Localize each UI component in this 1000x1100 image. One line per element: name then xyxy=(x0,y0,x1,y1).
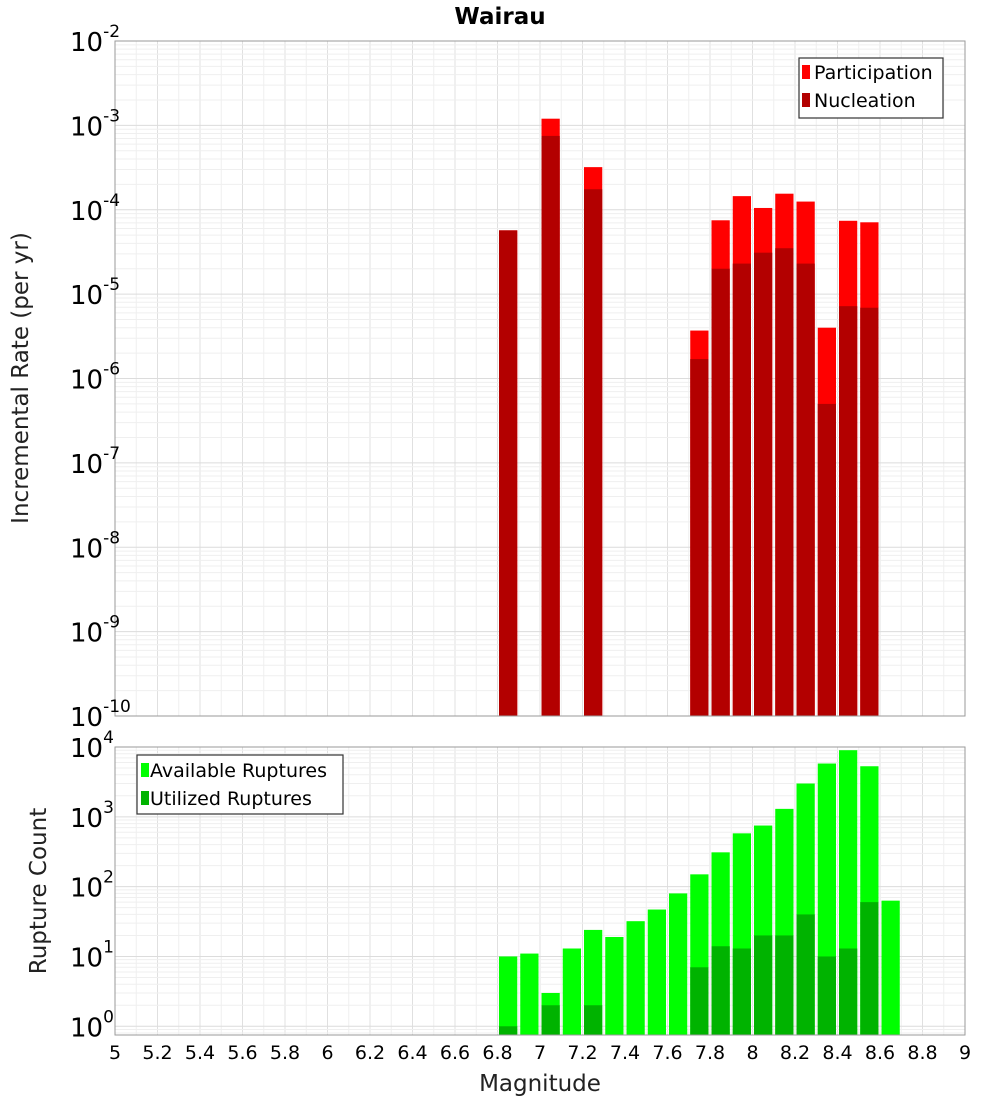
nucleation-legend-label: Nucleation xyxy=(814,90,916,112)
magnitude-tick-label: 7 xyxy=(534,1042,546,1064)
nucleation-bars xyxy=(499,135,879,717)
utilized-bars xyxy=(499,902,879,1035)
available-legend-label: Available Ruptures xyxy=(150,760,327,782)
nucleation-bar xyxy=(860,307,879,716)
available-ruptures-bar xyxy=(647,909,666,1035)
rate-y-ticks: 10-2 10-3 10-4 10-5 10-6 10-7 10-8 10-9 10-10 xyxy=(70,22,131,733)
magnitude-tick-label: 7.4 xyxy=(610,1042,640,1064)
rate-y-axis-title: Incremental Rate (per yr) xyxy=(8,232,34,524)
utilized-ruptures-bar xyxy=(541,1005,560,1035)
rate-y-tick-label: 10-8 xyxy=(70,528,120,564)
chart-title: Wairau xyxy=(454,4,545,30)
nucleation-bar xyxy=(499,230,518,716)
nucleation-bar xyxy=(775,248,794,717)
magnitude-tick-label: 5.8 xyxy=(270,1042,300,1064)
rate-plot-border xyxy=(114,40,966,717)
utilized-ruptures-bar xyxy=(499,1026,518,1035)
utilized-ruptures-bar xyxy=(817,956,836,1035)
utilized-ruptures-bar xyxy=(796,914,815,1035)
count-y-tick-label: 102 xyxy=(70,868,114,904)
magnitude-tick-label: 6.2 xyxy=(355,1042,385,1064)
utilized-ruptures-bar xyxy=(860,902,879,1035)
magnitude-tick-label: 8.4 xyxy=(822,1042,852,1064)
rate-y-tick-label: 10-3 xyxy=(70,106,120,142)
count-y-ticks: 104 103 102 101 100 xyxy=(70,728,114,1043)
rate-y-tick-label: 10-4 xyxy=(70,191,120,227)
available-legend-swatch xyxy=(141,763,149,777)
count-y-tick-label: 104 xyxy=(70,728,114,764)
count-legend: Available Ruptures Utilized Ruptures xyxy=(136,754,344,815)
nucleation-bar xyxy=(839,306,858,716)
magnitude-tick-label: 5 xyxy=(109,1042,121,1064)
count-y-tick-label: 101 xyxy=(70,937,114,973)
count-plot-border xyxy=(114,746,966,1036)
nucleation-bar xyxy=(817,403,836,716)
count-y-tick-label: 100 xyxy=(70,1007,114,1043)
magnitude-tick-label: 8.8 xyxy=(907,1042,937,1064)
magnitude-tick-label: 5.2 xyxy=(142,1042,172,1064)
magnitude-tick-label: 6.8 xyxy=(482,1042,512,1064)
utilized-ruptures-bar xyxy=(839,948,858,1035)
rate-y-tick-label: 10-5 xyxy=(70,275,120,311)
count-legend-box xyxy=(136,754,344,815)
utilized-ruptures-bar xyxy=(584,1005,603,1035)
available-ruptures-bar xyxy=(881,900,900,1035)
utilized-legend-swatch xyxy=(141,791,149,805)
magnitude-tick-label: 7.8 xyxy=(695,1042,725,1064)
utilized-ruptures-bar xyxy=(690,967,709,1035)
nucleation-bar xyxy=(711,268,730,716)
utilized-ruptures-bar xyxy=(754,935,773,1035)
count-y-axis-title: Rupture Count xyxy=(26,808,52,974)
nucleation-bar xyxy=(690,359,709,716)
rate-legend: Participation Nucleation xyxy=(798,57,944,119)
magnitude-tick-label: 6 xyxy=(321,1042,333,1064)
available-ruptures-bar xyxy=(499,956,518,1035)
available-ruptures-bar xyxy=(562,948,581,1035)
count-panel: 104 103 102 101 100 5 5.2 5.4 5.6 5.8 6 6.2 6.4 6.6 6… xyxy=(26,728,971,1097)
available-ruptures-bar xyxy=(520,953,539,1035)
magnitude-tick-label: 5.6 xyxy=(227,1042,257,1064)
nucleation-bar xyxy=(754,252,773,716)
available-ruptures-bar xyxy=(669,893,688,1035)
magnitude-x-ticks: 5 5.2 5.4 5.6 5.8 6 6.2 6.4 6.6 6.8 7 7.2 7.4 7.6 7.8 8… xyxy=(109,1042,971,1064)
nucleation-bar xyxy=(541,135,560,717)
utilized-ruptures-bar xyxy=(732,948,751,1035)
rate-grid xyxy=(114,40,966,717)
utilized-legend-label: Utilized Ruptures xyxy=(150,788,312,810)
utilized-ruptures-bar xyxy=(775,935,794,1035)
magnitude-tick-label: 7.2 xyxy=(567,1042,597,1064)
available-ruptures-bar xyxy=(605,936,624,1035)
nucleation-bar xyxy=(584,189,603,717)
magnitude-tick-label: 5.4 xyxy=(185,1042,215,1064)
rate-y-tick-label: 10-10 xyxy=(70,697,131,733)
rate-legend-box xyxy=(798,57,944,119)
magnitude-tick-label: 8.6 xyxy=(865,1042,895,1064)
magnitude-tick-label: 8.2 xyxy=(780,1042,810,1064)
participation-legend-label: Participation xyxy=(814,62,933,84)
magnitude-tick-label: 7.6 xyxy=(652,1042,682,1064)
participation-legend-swatch xyxy=(802,65,810,79)
x-axis-title: Magnitude xyxy=(479,1071,601,1097)
rate-y-tick-label: 10-6 xyxy=(70,360,120,396)
rate-y-tick-label: 10-7 xyxy=(70,444,120,480)
nucleation-bar xyxy=(732,263,751,716)
rate-y-tick-label: 10-9 xyxy=(70,613,120,649)
rate-y-tick-label: 10-2 xyxy=(70,22,120,58)
magnitude-tick-label: 6.4 xyxy=(397,1042,427,1064)
nucleation-bar xyxy=(796,263,815,716)
rate-panel: 10-2 10-3 10-4 10-5 10-6 10-7 10-8 10-9 10-10 In… xyxy=(8,22,966,733)
count-y-tick-label: 103 xyxy=(70,798,114,834)
utilized-ruptures-bar xyxy=(711,946,730,1035)
nucleation-legend-swatch xyxy=(802,93,810,107)
available-ruptures-bar xyxy=(626,921,645,1035)
magnitude-tick-label: 9 xyxy=(959,1042,971,1064)
magnitude-tick-label: 8 xyxy=(746,1042,758,1064)
magnitude-tick-label: 6.6 xyxy=(440,1042,470,1064)
